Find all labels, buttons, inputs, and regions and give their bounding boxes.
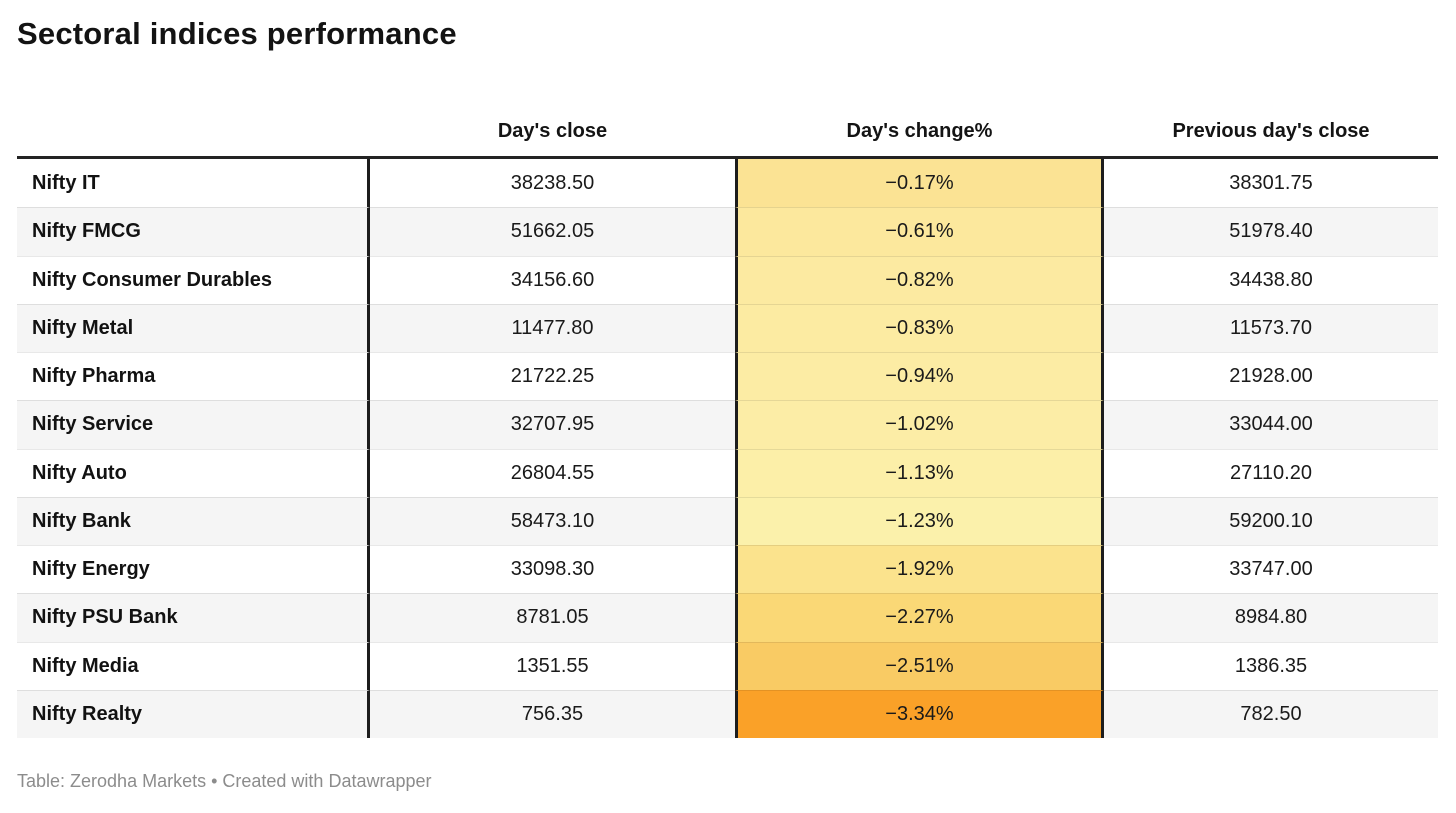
- previous-days-close-value: 34438.80: [1104, 255, 1438, 304]
- days-change-value: −1.02%: [735, 400, 1104, 449]
- days-change-value: −2.51%: [735, 641, 1104, 690]
- days-change-value: −2.27%: [735, 593, 1104, 642]
- table-row: Nifty FMCG 51662.05 −0.61% 51978.40: [17, 207, 1438, 256]
- days-close-value: 8781.05: [370, 593, 735, 641]
- days-change-value: −1.13%: [735, 448, 1104, 497]
- table-row: Nifty Bank 58473.10 −1.23% 59200.10: [17, 496, 1438, 545]
- table-row: Nifty Energy 33098.30 −1.92% 33747.00: [17, 545, 1438, 594]
- header-previous-days-close: Previous day's close: [1172, 119, 1370, 142]
- days-close-value: 756.35: [370, 689, 735, 738]
- table-row: Nifty Metal 11477.80 −0.83% 11573.70: [17, 303, 1438, 352]
- row-label: Nifty Auto: [17, 448, 370, 497]
- days-close-value: 34156.60: [370, 255, 735, 304]
- table-header-row: Day's close Day's change% Previous day's…: [17, 106, 1438, 159]
- days-change-value: −3.34%: [735, 689, 1104, 738]
- table-row: Nifty Service 32707.95 −1.02% 33044.00: [17, 400, 1438, 449]
- days-change-value: −0.61%: [735, 207, 1104, 256]
- days-close-value: 32707.95: [370, 400, 735, 448]
- days-change-value: −1.92%: [735, 545, 1104, 594]
- header-days-close: Day's close: [497, 119, 608, 142]
- table-row: Nifty Media 1351.55 −2.51% 1386.35: [17, 641, 1438, 690]
- table-body: Nifty IT 38238.50 −0.17% 38301.75 Nifty …: [17, 159, 1438, 738]
- row-label: Nifty Media: [17, 641, 370, 690]
- attribution-footer: Table: Zerodha Markets • Created with Da…: [17, 771, 432, 791]
- previous-days-close-value: 33747.00: [1104, 545, 1438, 593]
- days-change-value: −0.82%: [735, 255, 1104, 304]
- row-label: Nifty IT: [17, 159, 370, 208]
- row-label: Nifty Energy: [17, 545, 370, 594]
- row-label: Nifty Realty: [17, 689, 370, 738]
- previous-days-close-value: 38301.75: [1229, 171, 1313, 194]
- previous-days-close-value: 27110.20: [1104, 448, 1438, 497]
- previous-days-close-value: 59200.10: [1104, 496, 1438, 545]
- header-days-change: Day's change%: [846, 119, 993, 142]
- sectoral-indices-table: Day's close Day's change% Previous day's…: [17, 106, 1438, 738]
- days-close-value: 38238.50: [510, 171, 595, 194]
- table-row: Nifty Consumer Durables 34156.60 −0.82% …: [17, 255, 1438, 304]
- previous-days-close-value: 11573.70: [1104, 303, 1438, 352]
- previous-days-close-value: 21928.00: [1104, 352, 1438, 400]
- days-close-value: 26804.55: [370, 448, 735, 497]
- days-close-value: 11477.80: [370, 303, 735, 352]
- days-change-value: −0.94%: [735, 352, 1104, 401]
- row-label: Nifty PSU Bank: [17, 593, 370, 642]
- row-label: Nifty Pharma: [17, 352, 370, 401]
- days-change-value: −1.23%: [735, 496, 1104, 545]
- days-close-value: 51662.05: [370, 207, 735, 255]
- row-label: Nifty Metal: [17, 303, 370, 352]
- days-close-value: 33098.30: [370, 545, 735, 593]
- days-change-value: −0.83%: [735, 303, 1104, 352]
- table-row: Nifty IT 38238.50 −0.17% 38301.75: [17, 159, 1438, 208]
- row-label: Nifty Bank: [17, 496, 370, 545]
- row-label: Nifty Consumer Durables: [17, 255, 370, 304]
- previous-days-close-value: 1386.35: [1104, 641, 1438, 690]
- days-close-value: 58473.10: [370, 496, 735, 545]
- table-row: Nifty Realty 756.35 −3.34% 782.50: [17, 689, 1438, 738]
- table-row: Nifty Pharma 21722.25 −0.94% 21928.00: [17, 352, 1438, 401]
- previous-days-close-value: 33044.00: [1104, 400, 1438, 448]
- table-row: Nifty PSU Bank 8781.05 −2.27% 8984.80: [17, 593, 1438, 642]
- page-title: Sectoral indices performance: [17, 16, 457, 51]
- row-label: Nifty FMCG: [17, 207, 370, 256]
- previous-days-close-value: 8984.80: [1104, 593, 1438, 641]
- row-label: Nifty Service: [17, 400, 370, 449]
- days-close-value: 1351.55: [370, 641, 735, 690]
- days-close-value: 21722.25: [370, 352, 735, 400]
- days-change-value: −0.17%: [735, 159, 1104, 208]
- previous-days-close-value: 51978.40: [1104, 207, 1438, 255]
- previous-days-close-value: 782.50: [1104, 689, 1438, 738]
- table-row: Nifty Auto 26804.55 −1.13% 27110.20: [17, 448, 1438, 497]
